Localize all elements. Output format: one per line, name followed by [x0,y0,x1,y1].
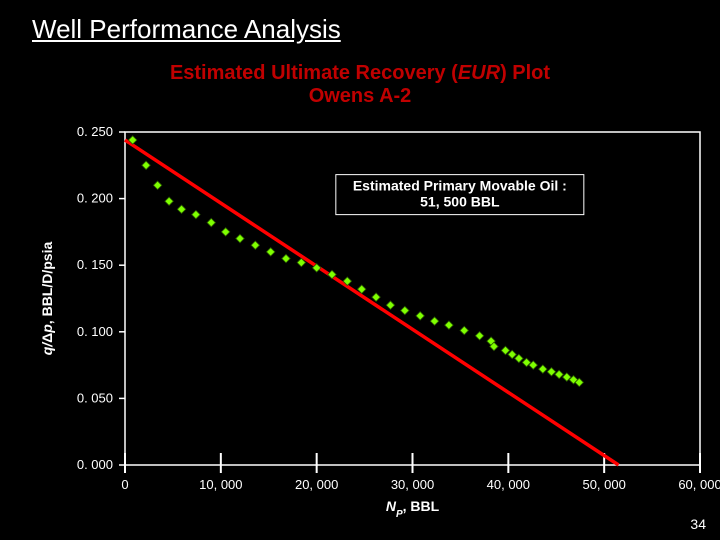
svg-text:NP, BBL: NP, BBL [386,498,440,520]
svg-text:51, 500 BBL: 51, 500 BBL [420,194,500,210]
chart-plot: 0 10, 000 20, 000 30, 000 40, 000 50, 000 60, … [20,120,720,530]
svg-text:60, 000: 60, 000 [678,477,720,492]
chart-title-2: Owens A-2 [309,85,412,107]
svg-text:0: 0 [121,477,128,492]
svg-text:50, 000: 50, 000 [582,477,625,492]
svg-text:10, 000: 10, 000 [199,477,242,492]
svg-text:Estimated Primary Movable Oil: Estimated Primary Movable Oil : [353,178,567,194]
svg-text:30, 000: 30, 000 [391,477,434,492]
svg-text:0. 200: 0. 200 [77,191,113,206]
chart-title-1a: Estimated Ultimate Recovery ( [170,62,458,84]
chart-title-eur: EUR [458,62,500,84]
page-number: 34 [690,516,706,532]
svg-text:0. 100: 0. 100 [77,324,113,339]
svg-text:0. 250: 0. 250 [77,124,113,139]
svg-text:0. 150: 0. 150 [77,257,113,272]
svg-text:0. 000: 0. 000 [77,457,113,472]
svg-text:q/Δp, BBL/D/psia: q/Δp, BBL/D/psia [39,242,55,356]
svg-text:40, 000: 40, 000 [487,477,530,492]
chart-title: Estimated Ultimate Recovery (EUR) Plot O… [0,62,720,108]
chart-title-1b: ) Plot [500,62,550,84]
slide-title: Well Performance Analysis [32,14,341,45]
svg-text:0. 050: 0. 050 [77,390,113,405]
svg-text:20, 000: 20, 000 [295,477,338,492]
